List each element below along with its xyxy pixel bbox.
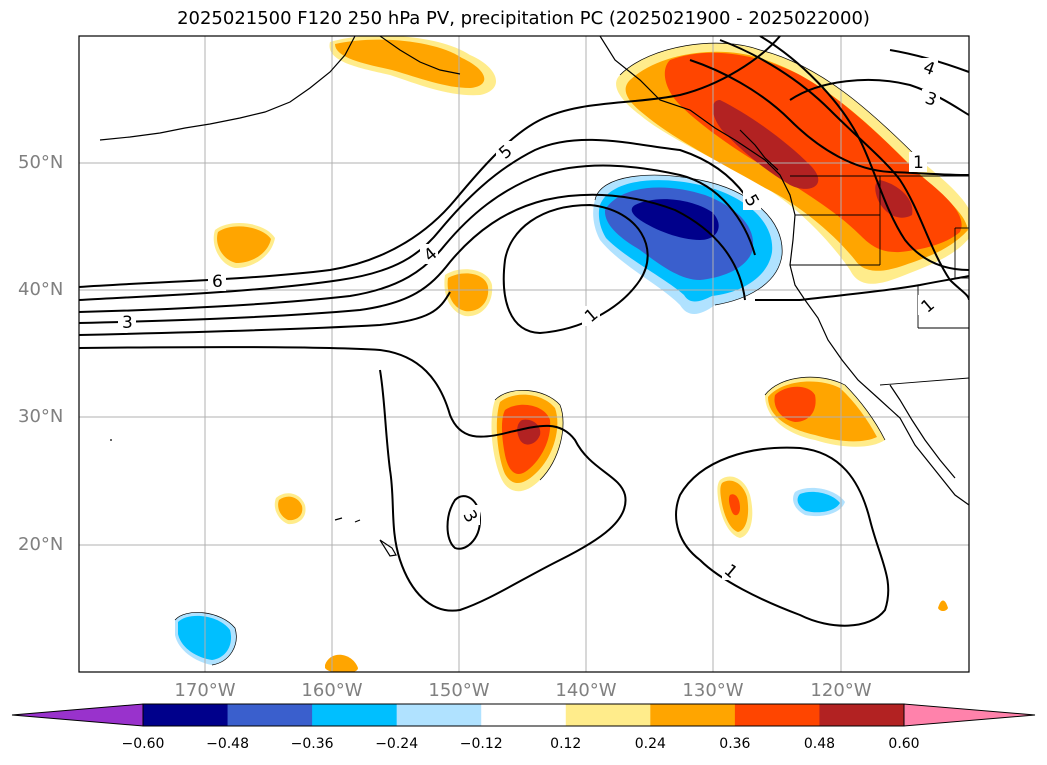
lat-tick-label: 40°N bbox=[18, 279, 64, 300]
lon-tick-label: 130°W bbox=[682, 680, 744, 701]
lat-tick-label: 50°N bbox=[18, 152, 64, 173]
lon-tick-label: 170°W bbox=[174, 680, 236, 701]
contour-label: 1 bbox=[913, 153, 924, 173]
graticule bbox=[79, 36, 969, 672]
colorbar-tick-label: −0.12 bbox=[459, 736, 503, 752]
contour-labels: 5 4 6 3 1 5 4 3 1 1 3 1 bbox=[118, 57, 940, 583]
colorbar-tick-label: −0.60 bbox=[121, 736, 165, 752]
colorbar-tick-label: 0.24 bbox=[634, 736, 666, 752]
shading-layer bbox=[175, 36, 969, 672]
lon-tick-label: 150°W bbox=[428, 680, 490, 701]
map-title: 2025021500 F120 250 hPa PV, precipitatio… bbox=[177, 8, 870, 29]
colorbar-tick-label: 0.12 bbox=[550, 736, 582, 752]
pv-contours bbox=[79, 36, 969, 627]
contour-label: 3 bbox=[122, 313, 133, 333]
map-frame bbox=[78, 35, 970, 673]
coastlines bbox=[99, 36, 969, 557]
contour-label: 6 bbox=[212, 272, 223, 292]
lon-tick-label: 120°W bbox=[810, 680, 872, 701]
lat-tick-label: 30°N bbox=[18, 406, 64, 427]
lon-tick-label: 140°W bbox=[555, 680, 617, 701]
colorbar-tick-label: −0.48 bbox=[206, 736, 249, 752]
borders bbox=[790, 175, 969, 386]
colorbar-tick-label: −0.24 bbox=[375, 736, 419, 752]
lat-tick-label: 20°N bbox=[18, 534, 64, 555]
lon-tick-label: 160°W bbox=[301, 680, 363, 701]
colorbar-tick-label: 0.36 bbox=[719, 736, 751, 752]
colorbar-tick-label: 0.60 bbox=[888, 736, 920, 752]
colorbar-tick-label: 0.48 bbox=[803, 736, 836, 752]
colorbar-tick-label: −0.36 bbox=[290, 736, 334, 752]
